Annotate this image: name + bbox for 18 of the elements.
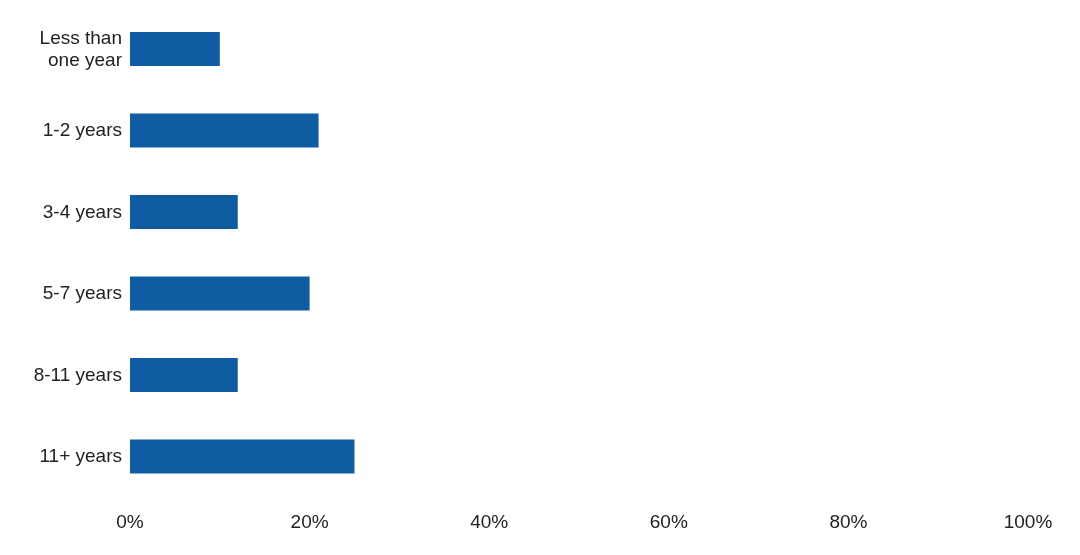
y-tick-label: 11+ years [39,445,122,467]
y-tick-label: 5-7 years [42,282,122,304]
bar [130,439,355,474]
bar [130,32,220,66]
x-tick-label: 100% [1003,511,1053,533]
y-tick-label: 1-2 years [42,119,122,141]
bar [130,358,238,392]
bar [130,113,319,148]
bar [130,276,310,311]
x-tick-label: 0% [116,511,144,533]
x-tick-label: 20% [290,511,329,533]
x-tick-label: 40% [470,511,509,533]
y-tick-label: Less than one year [39,26,123,70]
x-tick-label: 80% [829,511,868,533]
y-tick-label: 3-4 years [42,200,122,222]
y-tick-label: 8-11 years [33,363,122,385]
x-tick-label: 60% [649,511,688,533]
bar [130,195,238,229]
